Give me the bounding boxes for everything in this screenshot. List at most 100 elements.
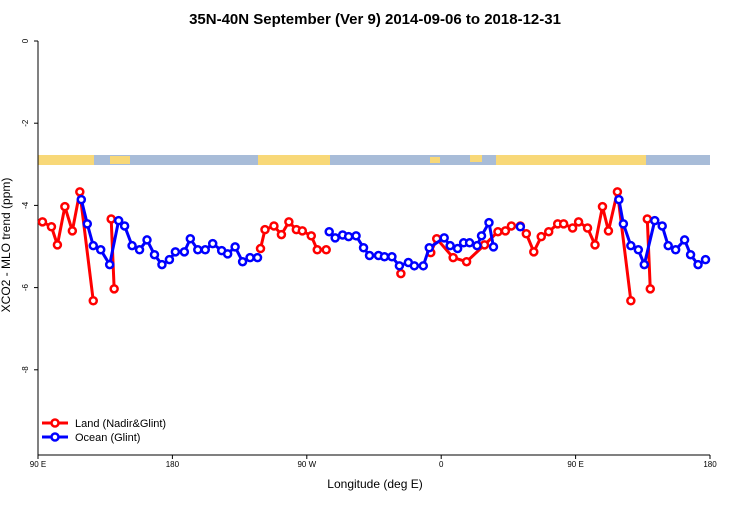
x-tick-label: 180 (703, 460, 717, 469)
data-point (255, 243, 266, 254)
data-point (324, 226, 334, 237)
data-point (297, 226, 308, 236)
data-point (260, 224, 270, 235)
data-point (164, 254, 175, 265)
data-point (88, 296, 99, 306)
data-point (237, 256, 248, 267)
data-point (418, 261, 429, 271)
data-point (269, 221, 279, 231)
data-point (193, 245, 203, 255)
data-point (364, 250, 375, 261)
legend: Land (Nadir&Glint) Ocean (Glint) (42, 418, 166, 444)
data-point (67, 226, 78, 236)
data-point (95, 245, 106, 255)
data-point (424, 242, 435, 253)
data-point (603, 226, 614, 236)
data-point (515, 222, 526, 232)
land-strip (258, 155, 330, 165)
land-strip (496, 155, 646, 165)
data-point (700, 254, 711, 265)
data-point (679, 235, 690, 245)
data-point (119, 221, 130, 231)
data-point (642, 214, 653, 224)
data-point (387, 252, 397, 262)
chart-title: 35N-40N September (Ver 9) 2014-09-06 to … (189, 11, 561, 28)
x-tick-label: 90 E (30, 460, 46, 469)
data-point (543, 226, 554, 237)
data-point (306, 231, 317, 241)
data-point (657, 221, 667, 231)
data-point (284, 217, 294, 227)
legend-label: Ocean (Glint) (75, 432, 140, 444)
data-point (245, 252, 255, 263)
data-point (252, 252, 263, 263)
data-point (488, 242, 499, 252)
land-ocean-strip (38, 155, 710, 165)
data-point (379, 252, 390, 262)
data-point (134, 245, 145, 255)
y-tick-label: -6 (21, 283, 30, 291)
data-point (693, 259, 703, 270)
legend-label: Land (Nadir&Glint) (75, 418, 166, 430)
data-point (75, 187, 85, 197)
ocean-strip (38, 155, 710, 165)
data-point (157, 259, 167, 270)
x-tick-label: 0 (439, 460, 444, 469)
data-point (506, 221, 517, 231)
data-point (536, 231, 547, 242)
data-point (113, 215, 124, 226)
data-point (626, 240, 636, 251)
data-point (312, 245, 323, 255)
data-point (207, 238, 218, 249)
data-point (472, 240, 482, 251)
data-point (170, 247, 181, 257)
data-point (597, 201, 608, 212)
data-point (649, 215, 660, 226)
data-point (626, 296, 636, 306)
data-point (60, 201, 70, 212)
data-point (52, 240, 63, 250)
data-point (529, 247, 539, 257)
data-point (104, 259, 115, 270)
data-point (633, 245, 644, 255)
data-point (358, 242, 369, 253)
data-point (639, 259, 650, 270)
y-tick-label: -4 (21, 201, 30, 209)
data-point (409, 261, 420, 271)
data-point (445, 240, 455, 251)
data-point (37, 217, 48, 227)
data-point (106, 214, 116, 224)
data-point (614, 194, 624, 205)
data-point (567, 223, 578, 233)
data-point (142, 235, 152, 245)
data-point (76, 194, 87, 205)
y-tick-label: 0 (21, 38, 30, 43)
data-point (670, 245, 681, 255)
data-point (582, 223, 593, 233)
data-point (439, 233, 449, 243)
data-point (493, 226, 503, 237)
data-point (200, 245, 211, 255)
data-point (46, 222, 57, 232)
data-point (573, 217, 584, 227)
data-point (685, 249, 696, 260)
y-axis-label: XCO2 - MLO trend (ppm) (0, 178, 13, 313)
data-point (476, 231, 487, 241)
series (76, 194, 711, 271)
data-point (109, 284, 119, 294)
land-strip (110, 156, 130, 164)
data-point (461, 256, 472, 267)
data-point (330, 233, 340, 243)
data-point (618, 219, 629, 229)
data-point (230, 242, 240, 252)
data-point (452, 243, 463, 254)
x-tick-label: 90 W (297, 460, 316, 469)
data-point (448, 252, 458, 263)
data-point (612, 187, 623, 197)
y-tick-label: -8 (21, 366, 30, 374)
data-point (127, 240, 137, 251)
data-point (484, 217, 494, 228)
data-point (351, 231, 361, 241)
land-strip (430, 157, 440, 163)
